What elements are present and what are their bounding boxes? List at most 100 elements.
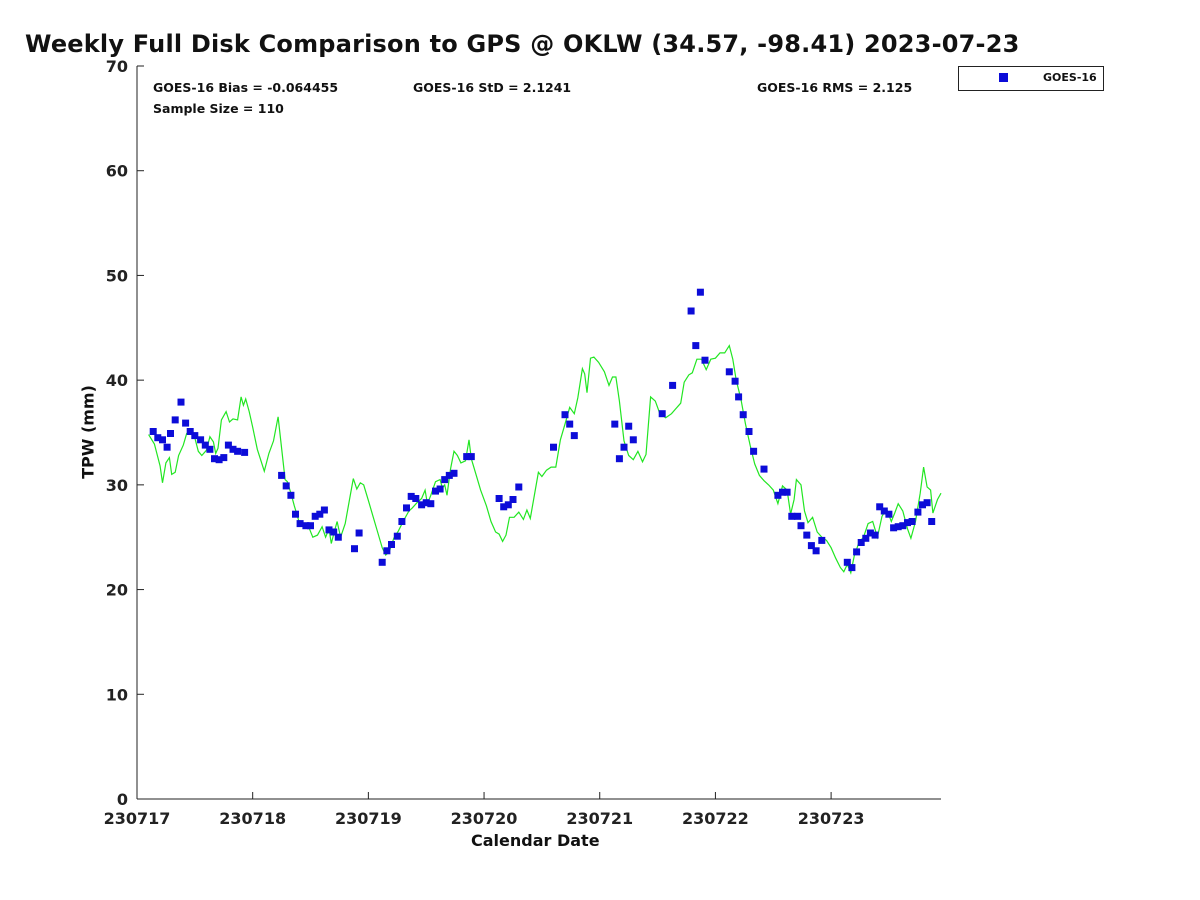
- x-tick-label: 230723: [798, 809, 865, 828]
- y-tick-label: 0: [117, 790, 128, 809]
- goes-16-point: [418, 501, 426, 509]
- y-tick-label: 30: [106, 476, 128, 495]
- goes-16-point: [241, 448, 249, 456]
- goes-16-series: [149, 288, 936, 572]
- x-tick-label: 230717: [104, 809, 171, 828]
- goes-16-point: [611, 420, 619, 428]
- goes-16-point: [407, 492, 415, 500]
- goes-16-point: [206, 445, 214, 453]
- goes-16-point: [351, 545, 358, 553]
- goes-16-point: [735, 393, 743, 401]
- goes-16-point: [393, 532, 401, 540]
- goes-16-point: [191, 432, 199, 440]
- goes-16-point: [441, 476, 449, 484]
- goes-16-point: [177, 398, 185, 406]
- goes-16-point: [149, 428, 157, 435]
- goes-16-point: [779, 488, 786, 496]
- goes-16-point: [625, 422, 633, 430]
- goes-16-point: [278, 471, 286, 479]
- goes-16-point: [495, 495, 503, 502]
- x-tick-label: 230718: [219, 809, 286, 828]
- goes-16-point: [615, 455, 623, 463]
- goes-16-point: [463, 453, 471, 461]
- goes-16-point: [201, 441, 209, 449]
- goes-16-point: [436, 485, 444, 493]
- goes-16-point: [427, 500, 435, 508]
- rms-stat: GOES-16 RMS = 2.125: [757, 80, 913, 95]
- goes-16-point: [432, 487, 439, 495]
- goes-16-point: [167, 430, 174, 437]
- gps-series: [148, 344, 942, 575]
- goes-16-point: [570, 432, 578, 440]
- y-axis-title: TPW (mm): [78, 385, 98, 479]
- goes-16-point: [311, 512, 319, 520]
- goes-16-point: [355, 529, 363, 537]
- x-tick-label: 230719: [335, 809, 402, 828]
- goes-16-point: [171, 416, 179, 424]
- goes-16-point: [745, 428, 753, 435]
- goes-16-point: [287, 491, 295, 499]
- goes-16-point: [843, 558, 851, 566]
- goes-16-point: [450, 469, 458, 477]
- goes-16-point: [866, 529, 874, 537]
- goes-16-point: [812, 547, 820, 555]
- goes-16-point: [794, 512, 802, 520]
- goes-16-point: [760, 465, 768, 473]
- goes-16-point: [445, 471, 453, 479]
- goes-16-point: [919, 501, 926, 509]
- goes-16-point: [504, 501, 512, 509]
- x-tick-label: 230720: [451, 809, 518, 828]
- goes-16-point: [159, 436, 166, 444]
- goes-16-point: [629, 436, 637, 444]
- y-tick-label: 20: [106, 581, 128, 600]
- goes-16-point: [857, 539, 865, 546]
- goes-16-point: [467, 453, 475, 461]
- goes-16-point: [862, 534, 870, 542]
- chart-title: Weekly Full Disk Comparison to GPS @ OKL…: [25, 30, 1020, 58]
- goes-16-point: [316, 510, 324, 518]
- goes-16-point: [620, 443, 628, 451]
- goes-16-point: [692, 342, 700, 350]
- goes-16-point: [197, 436, 205, 444]
- goes-16-point: [398, 518, 406, 525]
- goes-16-point: [320, 506, 328, 514]
- goes-16-point: [739, 411, 747, 419]
- square-marker-icon: [999, 73, 1008, 82]
- goes-16-point: [669, 381, 677, 389]
- goes-16-point: [383, 547, 391, 555]
- goes-16-point: [914, 508, 922, 516]
- goes-16-point: [378, 558, 386, 566]
- legend-label: GOES-16: [1043, 71, 1097, 84]
- y-tick-label: 60: [106, 162, 128, 181]
- goes-16-point: [696, 288, 704, 296]
- goes-16-point: [658, 410, 666, 418]
- goes-16-point: [186, 428, 194, 435]
- goes-16-point: [403, 504, 410, 512]
- axes: 0 10 20 30 40 50 60 70 230717 230718 230719 230720 2…: [104, 57, 941, 828]
- goes-16-point: [234, 447, 242, 455]
- goes-16-point: [515, 483, 523, 491]
- goes-16-point: [307, 522, 314, 530]
- y-tick-label: 10: [106, 685, 128, 704]
- goes-16-point: [908, 518, 916, 525]
- goes-16-point: [774, 491, 782, 499]
- std-stat: GOES-16 StD = 2.1241: [413, 80, 572, 95]
- goes-16-point: [182, 419, 190, 427]
- y-tick-label: 50: [106, 266, 128, 285]
- goes-16-point: [292, 510, 299, 518]
- goes-16-point: [731, 377, 739, 385]
- goes-16-point: [894, 523, 902, 531]
- x-tick-label: 230722: [682, 809, 749, 828]
- goes-16-point: [890, 524, 898, 532]
- legend: GOES-16: [958, 66, 1104, 91]
- goes-16-point: [154, 434, 162, 442]
- goes-16-point: [923, 499, 931, 507]
- goes-16-point: [330, 528, 338, 536]
- goes-16-point: [880, 507, 888, 515]
- bias-stat: GOES-16 Bias = -0.064455: [153, 80, 339, 95]
- goes-16-point: [509, 496, 517, 503]
- goes-16-point: [566, 420, 574, 428]
- goes-16-point: [885, 510, 893, 518]
- goes-16-point: [904, 519, 911, 527]
